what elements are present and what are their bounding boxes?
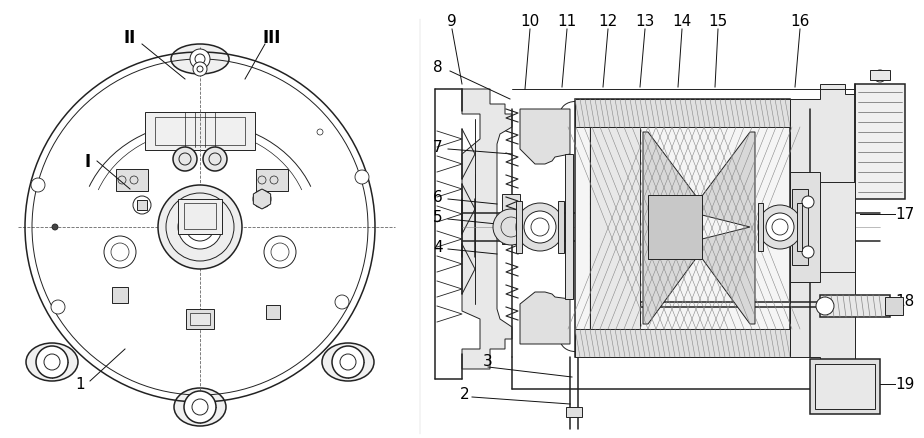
- Text: 9: 9: [447, 14, 456, 29]
- Bar: [648, 195, 702, 259]
- Bar: [186, 309, 214, 329]
- Text: 7: 7: [433, 140, 443, 155]
- Text: 11: 11: [557, 14, 577, 29]
- Text: II: II: [124, 29, 136, 47]
- Circle shape: [802, 247, 814, 258]
- Circle shape: [184, 391, 216, 423]
- Circle shape: [802, 197, 814, 208]
- Text: 19: 19: [895, 377, 915, 392]
- Circle shape: [264, 237, 296, 268]
- Text: 4: 4: [433, 240, 443, 255]
- Text: 13: 13: [636, 14, 655, 29]
- Circle shape: [516, 204, 564, 251]
- Text: 8: 8: [433, 60, 443, 75]
- Polygon shape: [462, 90, 512, 369]
- Circle shape: [766, 213, 794, 241]
- Circle shape: [52, 225, 58, 230]
- Text: 10: 10: [520, 14, 540, 29]
- Bar: [266, 305, 280, 319]
- Text: 18: 18: [895, 294, 915, 309]
- Bar: [575, 329, 790, 357]
- Bar: [565, 155, 573, 299]
- Bar: [145, 113, 255, 151]
- Text: 2: 2: [460, 387, 469, 402]
- Circle shape: [51, 300, 65, 314]
- Bar: [178, 200, 222, 234]
- Text: III: III: [262, 29, 281, 47]
- Text: 6: 6: [433, 190, 443, 205]
- Bar: [815, 364, 875, 409]
- Ellipse shape: [171, 45, 229, 75]
- Circle shape: [173, 148, 197, 172]
- Bar: [184, 204, 216, 230]
- Text: 17: 17: [895, 207, 915, 222]
- Bar: [566, 407, 582, 417]
- Circle shape: [36, 346, 68, 378]
- Circle shape: [203, 148, 227, 172]
- Circle shape: [178, 205, 222, 249]
- Text: 12: 12: [599, 14, 617, 29]
- Bar: [558, 201, 564, 254]
- Text: I: I: [85, 153, 91, 171]
- Circle shape: [133, 197, 151, 215]
- Bar: [792, 190, 808, 265]
- Polygon shape: [520, 110, 570, 165]
- Bar: [575, 100, 790, 128]
- Ellipse shape: [26, 343, 78, 381]
- Circle shape: [493, 209, 529, 245]
- Text: 14: 14: [673, 14, 692, 29]
- Text: 3: 3: [483, 354, 492, 369]
- Circle shape: [31, 179, 45, 193]
- Bar: [155, 118, 245, 146]
- Circle shape: [104, 237, 136, 268]
- Bar: [502, 194, 520, 244]
- Circle shape: [335, 295, 349, 309]
- Circle shape: [758, 205, 802, 249]
- Bar: [790, 173, 820, 283]
- Text: 1: 1: [75, 377, 85, 392]
- Circle shape: [355, 171, 369, 184]
- Circle shape: [158, 186, 242, 269]
- Bar: [116, 170, 148, 191]
- Bar: [820, 183, 855, 272]
- Text: 15: 15: [709, 14, 727, 29]
- Bar: [797, 204, 802, 251]
- Ellipse shape: [174, 388, 226, 426]
- Bar: [810, 359, 880, 414]
- Circle shape: [193, 63, 207, 77]
- Circle shape: [874, 71, 886, 83]
- Bar: [112, 287, 128, 303]
- Bar: [575, 100, 790, 357]
- Bar: [870, 71, 890, 81]
- Circle shape: [190, 50, 210, 70]
- Bar: [820, 295, 890, 317]
- Circle shape: [253, 191, 271, 208]
- Bar: [137, 201, 147, 211]
- Circle shape: [332, 346, 364, 378]
- Polygon shape: [643, 133, 708, 324]
- Polygon shape: [520, 292, 570, 344]
- Bar: [855, 85, 905, 200]
- Circle shape: [524, 212, 556, 244]
- Bar: [190, 313, 210, 325]
- Circle shape: [816, 297, 834, 315]
- Polygon shape: [790, 85, 855, 372]
- Bar: [590, 128, 640, 329]
- Bar: [885, 297, 903, 315]
- Polygon shape: [690, 133, 755, 324]
- Bar: [516, 201, 522, 254]
- Ellipse shape: [322, 343, 374, 381]
- Bar: [758, 204, 763, 251]
- Text: 16: 16: [790, 14, 809, 29]
- Text: 5: 5: [433, 210, 443, 225]
- Bar: [256, 170, 288, 191]
